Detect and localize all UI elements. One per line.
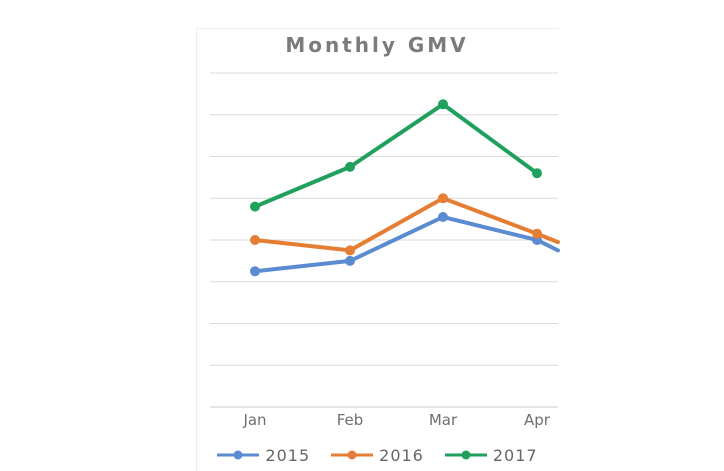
legend-label-2017: 2017 [492,445,538,465]
legend-item-2015: 2015 [216,446,310,465]
x-tick-apr: Apr [524,411,550,429]
legend-marker-2017-icon [444,450,487,460]
legend-label-2016: 2016 [379,445,424,465]
x-tick-mar: Mar [428,411,458,429]
legend: 2015 2016 2017 [196,444,558,466]
chart-title: Monthly GMV [285,33,469,57]
legend-marker-2015-icon [217,450,260,460]
legend-item-2017: 2017 [444,446,538,465]
legend-label-2015: 2015 [265,445,311,465]
x-tick-feb: Feb [336,411,364,429]
legend-marker-2016-icon [331,450,374,460]
legend-item-2016: 2016 [330,446,424,465]
x-tick-jan: Jan [243,411,267,429]
